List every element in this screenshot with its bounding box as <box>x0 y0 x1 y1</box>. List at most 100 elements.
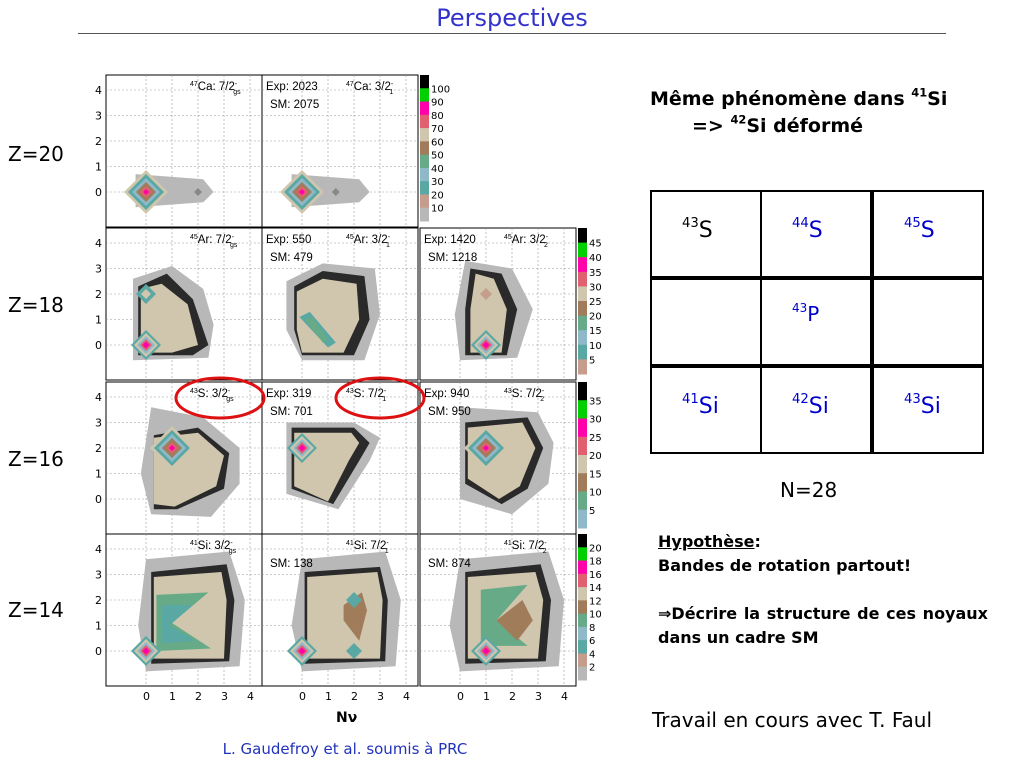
y-tick-label: 2 <box>95 594 102 607</box>
state-sup: - <box>386 540 389 547</box>
colorbar-swatch <box>578 242 587 258</box>
colorbar-tick: 30 <box>589 415 602 426</box>
exp-energy: Exp: 2023 <box>266 81 318 93</box>
state-label: 41Si: 7/2-2 <box>504 540 547 555</box>
colorbar-tick: 18 <box>589 557 602 568</box>
state-name: Si: 7/2 <box>354 540 387 552</box>
contour-body <box>140 283 198 353</box>
colorbar-swatch <box>578 301 587 317</box>
y-tick-label: 3 <box>95 263 102 276</box>
contour-peak <box>143 189 149 195</box>
intro-line-1: Même phénomène dans 41Si <box>650 86 947 113</box>
n-label: N=28 <box>780 478 838 502</box>
colorbar-swatch <box>420 75 429 89</box>
state-sub: 2 <box>543 548 547 555</box>
nucleus-cell: 41Si <box>650 366 762 454</box>
colorbar-tick: 10 <box>589 610 602 621</box>
colorbar-tick: 5 <box>589 506 595 517</box>
y-tick-label: 1 <box>95 620 102 633</box>
colorbar-swatch <box>420 88 429 103</box>
y-tick-label: 3 <box>95 110 102 123</box>
colorbar-swatch <box>578 436 587 456</box>
state-label: 47Ca: 7/2-gs <box>190 81 241 96</box>
contour-peak <box>141 289 151 299</box>
y-tick-label: 2 <box>95 135 102 148</box>
state-label: 43S: 7/2-1 <box>346 388 387 403</box>
nucleus-mass: 43 <box>904 392 921 408</box>
colorbar-swatch <box>578 344 587 360</box>
colorbar-swatch <box>578 257 587 273</box>
colorbar-tick: 10 <box>589 488 602 499</box>
nucleus-label: 43Si <box>904 392 941 419</box>
nucleus-label: 41Si <box>682 392 719 419</box>
nucleus-label: 44S <box>792 217 823 243</box>
state-mass: 43 <box>504 388 512 395</box>
x-tick-label: 3 <box>535 690 542 703</box>
y-tick-label: 1 <box>95 468 102 481</box>
state-sub: 2 <box>544 242 548 249</box>
state-sup: - <box>235 81 238 88</box>
goal-line: Décrire la structure de ces noyaux dans … <box>658 604 988 647</box>
state-mass: 47 <box>346 81 354 88</box>
intro-arrow: => <box>692 115 731 137</box>
colorbar-tick: 15 <box>589 326 602 337</box>
nucleus-mass: 42 <box>792 392 809 408</box>
implies-arrow: ⇒ <box>658 604 672 623</box>
state-mass: 41 <box>504 540 512 547</box>
state-sub: gs <box>226 396 234 403</box>
hypothesis-colon: : <box>754 532 761 551</box>
z-label-14: Z=14 <box>8 598 64 622</box>
y-tick-label: 2 <box>95 442 102 455</box>
goal-text: ⇒Décrire la structure de ces noyaux dans… <box>658 602 988 650</box>
x-tick-label: 0 <box>457 690 464 703</box>
y-tick-label: 1 <box>95 314 102 327</box>
x-tick-label: 4 <box>247 690 254 703</box>
colorbar-tick: 30 <box>589 282 602 293</box>
contour-inner <box>304 316 328 343</box>
colorbar-tick: 10 <box>589 341 602 352</box>
colorbar-swatch <box>420 181 429 195</box>
contour-peak <box>482 341 490 349</box>
colorbar-tick: 25 <box>589 433 602 444</box>
contour-blob <box>331 188 340 196</box>
y-tick-label: 4 <box>95 543 102 556</box>
nucleus-cell: 44S <box>760 190 872 278</box>
colorbar-tick: 35 <box>589 396 602 407</box>
x-tick-label: 4 <box>403 690 410 703</box>
colorbar-swatch <box>420 167 429 182</box>
state-sub: 1 <box>385 548 389 555</box>
title-divider <box>78 33 946 34</box>
nucleus-mass: 41 <box>682 392 699 408</box>
y-axis-label: Nπ <box>88 363 92 386</box>
intro-line-2: => 42Si déformé <box>650 113 947 140</box>
colorbar-tick: 70 <box>431 124 444 135</box>
nucleus-element: P <box>807 302 820 326</box>
exp-energy: Exp: 319 <box>266 388 311 400</box>
exp-energy: Exp: 1420 <box>424 234 476 246</box>
contour-inner <box>496 600 533 641</box>
state-sub: 1 <box>386 242 390 249</box>
state-mass: 41 <box>346 540 354 547</box>
colorbar-swatch <box>578 382 587 401</box>
x-tick-label: 1 <box>169 690 176 703</box>
y-tick-label: 2 <box>95 288 102 301</box>
sm-energy: SM: 950 <box>428 406 471 418</box>
hypothesis-heading: Hypothèse: <box>658 530 988 554</box>
y-tick-label: 3 <box>95 417 102 430</box>
nucleus-cell <box>872 278 984 366</box>
highlight-circle <box>334 376 426 420</box>
work-note: Travail en cours avec T. Faul <box>652 708 933 732</box>
x-tick-label: 1 <box>325 690 332 703</box>
colorbar-swatch <box>420 194 429 209</box>
colorbar-swatch <box>578 626 587 641</box>
state-name: Si: 7/2 <box>512 540 545 552</box>
state-label: 47Ca: 3/2-1 <box>346 81 394 96</box>
state-sup: - <box>542 388 545 395</box>
colorbar-swatch <box>578 315 587 331</box>
colorbar-swatch <box>578 286 587 302</box>
state-sub: 2 <box>540 396 544 403</box>
state-mass: 45 <box>504 234 512 241</box>
x-tick-label: 4 <box>561 690 568 703</box>
colorbar-swatch <box>578 573 587 588</box>
